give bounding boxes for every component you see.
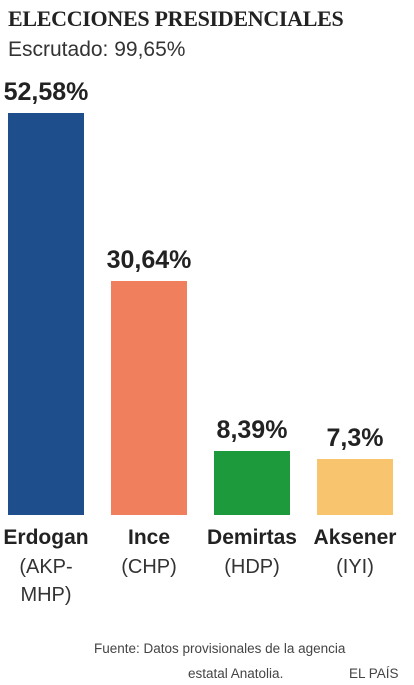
party-label: (CHP) — [121, 556, 177, 578]
bar — [8, 113, 84, 515]
value-label: 7,3% — [326, 424, 384, 453]
value-label: 52,58% — [3, 78, 89, 106]
chart-subtitle: Escrutado: 99,65% — [8, 38, 186, 61]
category-label: Ince — [127, 526, 171, 549]
category-label: Demirtas — [207, 526, 297, 549]
source: Fuente: Datos provisionales de la agenci… — [94, 641, 346, 656]
category-label: Aksener — [313, 526, 397, 549]
credit: EL PAÍS — [349, 666, 399, 681]
value-label: 8,39% — [216, 415, 288, 444]
bar — [111, 280, 187, 515]
party-label: (HDP) — [224, 556, 280, 578]
bar — [317, 459, 393, 515]
value-label: 30,64% — [106, 245, 192, 274]
category-label: Erdogan — [3, 526, 89, 549]
party-label: (AKP-MHP) — [19, 556, 73, 606]
bar — [214, 450, 290, 515]
party-label: (IYI) — [336, 556, 374, 578]
chart-title: ELECCIONES PRESIDENCIALES — [8, 6, 344, 31]
source: estatal Anatolia. — [188, 666, 284, 681]
